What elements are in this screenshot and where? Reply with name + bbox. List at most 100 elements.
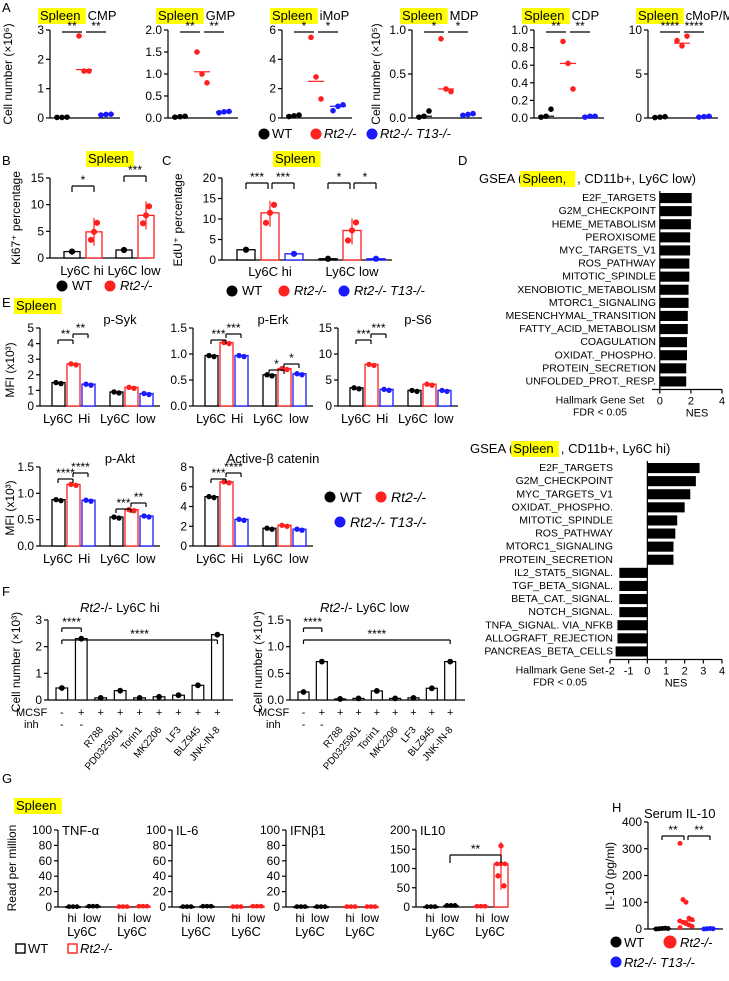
panel-g-point (188, 904, 194, 910)
panel-d-low-title-hl: Spleen, (522, 171, 566, 186)
panel-g-legend-rt2-marker (67, 943, 78, 954)
panel-d-hi-term-label: MITOTIC_SPINDLE (519, 515, 613, 527)
panel-g-y-1-tick-label: 40 (153, 869, 167, 883)
panel-f-title-rest: -/- Ly6C low (340, 600, 409, 615)
panel-e-bar (422, 383, 437, 407)
panel-e-point (351, 385, 357, 391)
panel-c-ylabel: EdU⁺ percentage (171, 173, 185, 266)
panel-b-y-tick-label: 15 (31, 171, 45, 185)
panel-g-xlabel-hi: hi (181, 911, 190, 925)
panel-e-legend-t13-marker (334, 516, 346, 528)
panel-a-point (426, 108, 432, 114)
panel-e-point (141, 513, 147, 519)
panel-a-spleen-3: Spleen (402, 8, 442, 23)
panel-d-low-term-label: PROTEIN_SECRETION (542, 362, 656, 374)
panel-d-hi-term-label: ALLOGRAFT_REJECTION (485, 632, 613, 644)
panel-a-y-4-tick-label: 0.6 (511, 58, 528, 72)
panel-e-point (83, 381, 89, 387)
panel-e-bar (364, 363, 379, 407)
panel-a-y-4-tick-label: 0.4 (511, 76, 528, 90)
panel-a-point (416, 114, 422, 120)
panel-g-xlabel-hi: hi (67, 911, 76, 925)
panel-a-spleen-4-highlight (522, 8, 570, 24)
panel-e-xlabel-ly6c: Ly6C (196, 551, 226, 566)
panel-a-point (438, 36, 444, 42)
panel-a-sig-left-label: ** (185, 19, 195, 33)
panel-g-point (482, 903, 488, 909)
panel-a-y-4-tick-label: 0.2 (511, 93, 528, 107)
panel-a-point (448, 88, 454, 95)
panel-e-point (88, 382, 94, 388)
panel-d-low-term-label: MYC_TARGETS_V1 (559, 245, 656, 257)
panel-e-point (68, 361, 74, 367)
panel-h-point (689, 923, 695, 929)
panel-e-point (429, 382, 435, 388)
panel-e-title-1: p-Erk (257, 312, 289, 327)
panel-e-bar (51, 499, 66, 547)
panel-d-hi-tick-label: 4 (719, 666, 725, 678)
panel-e-bar (139, 515, 154, 547)
panel-d-hi-bar (647, 489, 691, 500)
panel-g-xlabel-hi: hi (295, 911, 304, 925)
panel-a-point (684, 33, 690, 39)
panel-d-low-bar (659, 297, 689, 308)
panel-c-legend-t13-marker (338, 285, 350, 297)
panel-d-hi-bar (647, 463, 700, 474)
panel-e-sig-low-left-3-label: *** (116, 496, 130, 510)
panel-e-y-2-tick-label: 10 (319, 347, 333, 361)
panel-d-hi-bar (647, 476, 696, 487)
panel-g-y-2-tick-label: 100 (260, 823, 280, 837)
panel-a-sig-right-label: **** (685, 19, 704, 33)
panel-e-point (53, 496, 59, 503)
panel-a-y-2-tick-label: 0 (269, 111, 276, 125)
panel-e-point (294, 371, 300, 377)
legend-t13-label: Rt2-/- T13-/- (380, 126, 451, 141)
panel-c-y-tick-label: 0 (209, 253, 216, 267)
panel-a-y-4-tick-label: 0.0 (511, 111, 528, 125)
panel-g-point (250, 903, 256, 909)
panel-f-inh-value: - (320, 719, 324, 731)
panel-e-y-0-tick-label: 3 (27, 352, 34, 366)
panel-c-point (290, 250, 298, 257)
panel-a-y-4-tick-label: 1.0 (511, 23, 528, 37)
panel-a-point (76, 33, 82, 39)
panel-d-hi-term-label: IL2_STAT5_SIGNAL. (514, 567, 613, 579)
panel-c-y-tick-label: 10 (203, 212, 217, 226)
panel-f-point (447, 658, 454, 665)
panel-e-sig-right-0-label: ** (76, 321, 86, 335)
panel-e-xlabel-low: low (136, 551, 156, 566)
panel-g-title-2: IFNβ1 (290, 823, 326, 838)
panel-h-ylabel: IL-10 (pg/ml) (603, 842, 617, 910)
panel-c-point (270, 201, 278, 208)
panel-e-y-4-tick-label: 8 (180, 460, 187, 474)
panel-a-spleen-2-highlight (270, 8, 318, 24)
panel-f-mcsf-value: - (60, 707, 64, 719)
legend-t13-marker (366, 128, 378, 140)
panel-b-ylabel: Ki67⁺ percentage (9, 171, 23, 265)
panel-a-y-3-tick-label: 1.0 (389, 23, 406, 37)
panel-e-xlabel-ly6c: Ly6C (253, 551, 283, 566)
panel-f-row-label-mcsf: MCSF (258, 707, 289, 719)
panel-g-point (70, 904, 76, 910)
panel-e-y-2-tick-label: 5 (325, 373, 332, 387)
panel-d-low-bar (659, 350, 687, 361)
panel-e-y-0-tick-label: 1 (27, 383, 34, 397)
panel-f-sig-long-0-label: **** (130, 627, 149, 641)
panel-d-low-term-label: ROS_PATHWAY (578, 258, 656, 270)
panel-g-point (322, 904, 328, 910)
panel-g-point (364, 904, 370, 910)
panel-d-low-tick-label: 2 (688, 396, 694, 408)
panel-a-point (308, 34, 314, 41)
panel-g-title-3: IL10 (420, 823, 445, 838)
panel-g-xlabel-hi: hi (475, 911, 484, 925)
panel-e-xlabel-ly6c: Ly6C (100, 551, 130, 566)
panel-c-y-tick-label: 15 (203, 192, 217, 206)
panel-f-point (58, 685, 65, 691)
panel-e-point (444, 388, 450, 395)
panel-e-point (299, 527, 305, 533)
panel-f-title-gene: Rt2 (80, 600, 101, 615)
panel-f-mcsf-value: + (117, 707, 123, 719)
panel-g-point (498, 843, 504, 849)
panel-e-bar (81, 383, 96, 407)
panel-a-title-1: GMP (206, 8, 236, 23)
